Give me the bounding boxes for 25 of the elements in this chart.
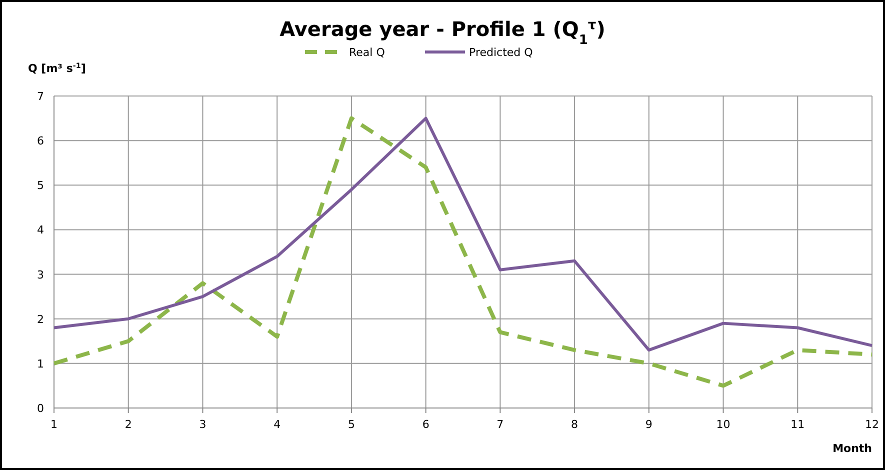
y-tick-label: 0 <box>37 402 44 415</box>
y-tick-label: 4 <box>37 224 44 237</box>
y-tick-label: 5 <box>37 179 44 192</box>
y-tick-label: 3 <box>37 268 44 282</box>
x-tick-label: 8 <box>571 418 578 431</box>
y-tick-label: 1 <box>37 357 44 370</box>
x-tick-label: 10 <box>716 418 730 431</box>
y-tick-label: 7 <box>37 90 44 103</box>
legend-label: Predicted Q <box>469 46 534 59</box>
x-tick-label: 11 <box>790 418 805 431</box>
x-tick-label: 9 <box>645 418 652 431</box>
x-tick-label: 7 <box>496 418 504 431</box>
y-tick-label: 2 <box>37 312 44 326</box>
x-tick-label: 2 <box>124 418 132 431</box>
x-tick-label: 4 <box>274 418 281 431</box>
x-tick-label: 5 <box>348 418 355 431</box>
y-axis-title: Q [m³ s$^{-1}$] <box>28 60 86 75</box>
x-tick-label: 12 <box>865 418 879 431</box>
x-axis-title: Month <box>832 442 872 455</box>
x-tick-label: 6 <box>422 418 430 431</box>
chart-title: Average year - Profile 1 (Q$_{1}$$^{τ}$) <box>280 17 606 48</box>
x-tick-label: 1 <box>50 418 58 431</box>
y-tick-label: 6 <box>37 134 44 148</box>
legend-label: Real Q <box>349 46 386 59</box>
x-tick-label: 3 <box>199 418 206 431</box>
